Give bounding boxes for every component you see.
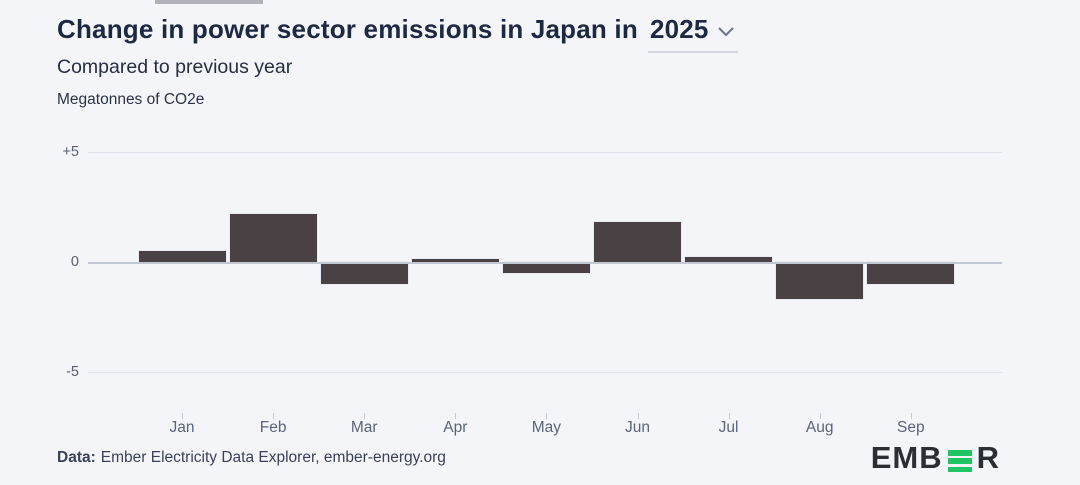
logo-text-emb: EMB (870, 440, 943, 475)
bar-jun[interactable] (593, 221, 682, 263)
x-tick (182, 413, 183, 419)
year-dropdown[interactable]: 2025 (647, 14, 738, 53)
page-title: Change in power sector emissions in Japa… (57, 14, 738, 53)
data-source-text: Ember Electricity Data Explorer, ember-e… (100, 449, 446, 466)
ember-logo[interactable]: EMB R (871, 442, 1000, 473)
bar-chart: +5 0 -5 Jan Feb Mar Apr May Jun Jul Aug Sep (62, 144, 1002, 436)
y-axis-label: -5 (66, 364, 79, 380)
logo-green-e-icon (947, 450, 972, 472)
x-tick (728, 413, 730, 419)
x-tick (910, 413, 912, 419)
x-axis-label-feb: Feb (259, 419, 287, 436)
x-axis-label-mar: Mar (350, 419, 378, 436)
chart-units-label: Megatonnes of CO2e (57, 91, 205, 108)
chevron-down-icon (718, 27, 734, 36)
zero-gridline (88, 262, 1002, 264)
logo-e-bar (947, 458, 972, 464)
gridline (88, 152, 1002, 153)
x-axis-label-jan: Jan (169, 419, 195, 436)
x-tick (637, 413, 639, 419)
chart-subtitle: Compared to previous year (57, 56, 293, 78)
x-axis-label-jul: Jul (718, 419, 739, 436)
x-axis-label-jun: Jun (625, 419, 650, 436)
logo-e-bar (947, 466, 972, 472)
bar-jul[interactable] (684, 255, 774, 263)
bar-apr[interactable] (410, 257, 500, 264)
bar-jan[interactable] (137, 250, 227, 263)
y-axis-label: 0 (70, 254, 79, 270)
x-axis-label-sep: Sep (897, 419, 925, 436)
x-axis-label-aug: Aug (805, 419, 834, 436)
x-axis-label-apr: Apr (443, 419, 468, 436)
logo-text-r: R (976, 440, 1000, 475)
x-tick (273, 413, 275, 419)
x-tick (546, 413, 548, 419)
bar-aug[interactable] (775, 260, 865, 301)
bar-sep[interactable] (866, 261, 956, 285)
gridline (88, 372, 1002, 373)
x-tick (364, 413, 366, 419)
bar-mar[interactable] (319, 261, 409, 285)
data-source: Data: Ember Electricity Data Explorer, em… (57, 449, 446, 467)
bar-may[interactable] (501, 261, 591, 274)
title-text: Change in power sector emissions in Japa… (57, 14, 638, 44)
x-axis-label-may: May (531, 419, 562, 436)
y-axis-label: +5 (62, 144, 79, 160)
top-bar-fragment (155, 0, 263, 4)
x-tick (455, 413, 457, 419)
logo-e-bar (947, 450, 972, 456)
data-source-label: Data: (57, 449, 96, 466)
bar-feb[interactable] (228, 212, 318, 263)
year-dropdown-value: 2025 (649, 14, 709, 44)
x-tick (819, 413, 821, 419)
